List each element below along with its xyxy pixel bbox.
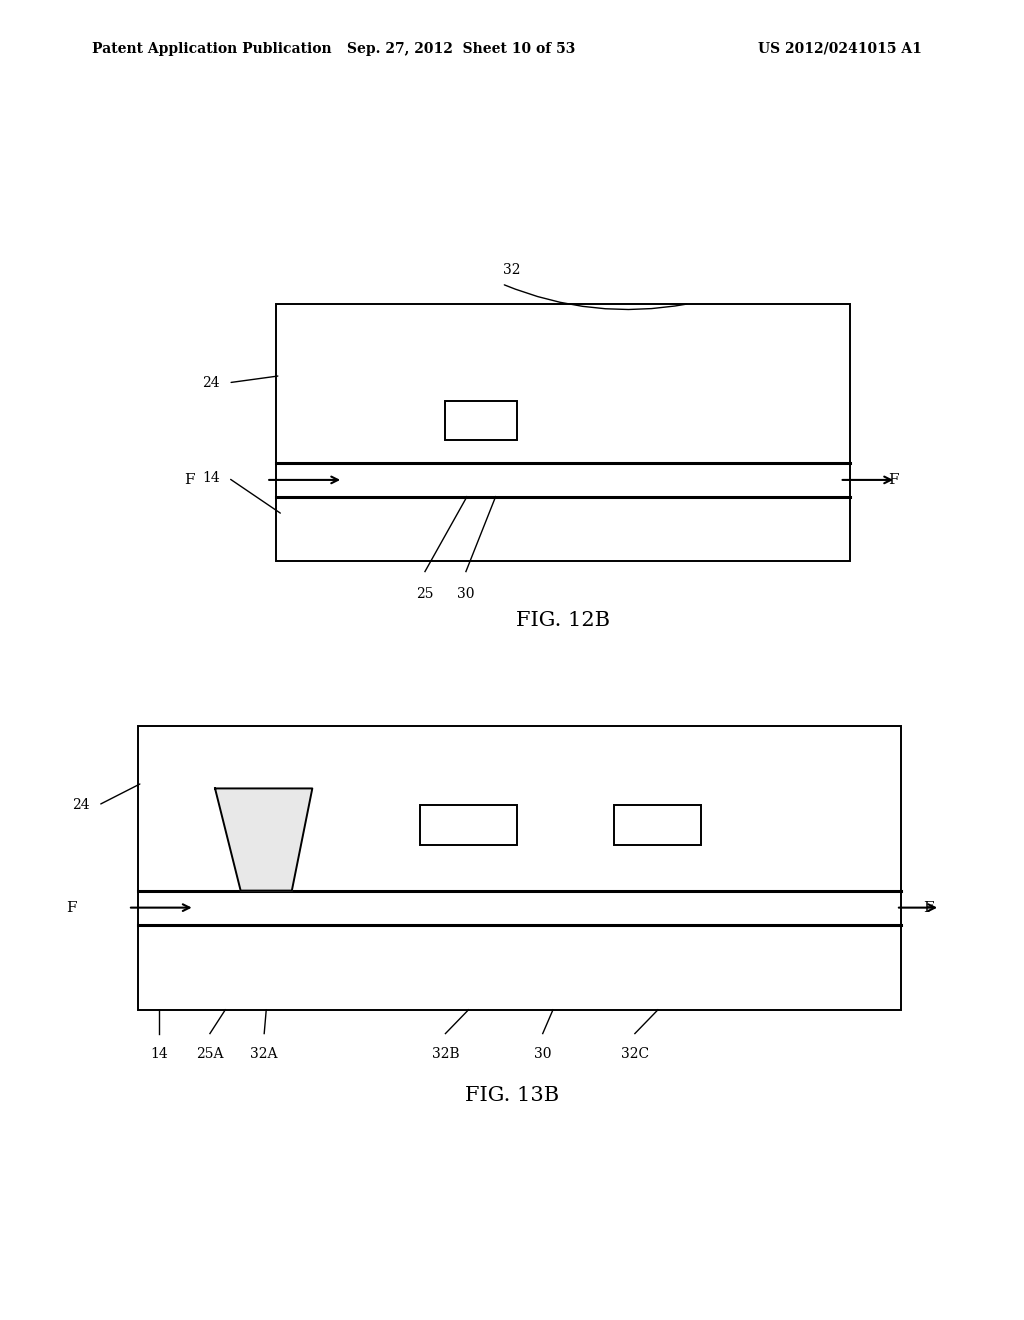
- Text: F: F: [924, 900, 934, 915]
- Bar: [276, 304, 850, 561]
- Bar: [420, 805, 517, 845]
- Polygon shape: [215, 788, 312, 891]
- Bar: [138, 726, 901, 1010]
- Text: 24: 24: [203, 376, 220, 389]
- Text: 30: 30: [457, 587, 475, 602]
- Text: 30: 30: [534, 1047, 552, 1061]
- Text: 14: 14: [203, 471, 220, 484]
- Text: Sep. 27, 2012  Sheet 10 of 53: Sep. 27, 2012 Sheet 10 of 53: [346, 42, 575, 55]
- Text: FIG. 13B: FIG. 13B: [465, 1086, 559, 1105]
- Text: F: F: [888, 473, 898, 487]
- Text: 24: 24: [73, 799, 90, 812]
- Text: F: F: [184, 473, 195, 487]
- Text: 32C: 32C: [621, 1047, 649, 1061]
- Text: F: F: [67, 900, 77, 915]
- Text: Patent Application Publication: Patent Application Publication: [92, 42, 332, 55]
- Text: 25A: 25A: [197, 1047, 223, 1061]
- Text: 32B: 32B: [432, 1047, 459, 1061]
- Text: US 2012/0241015 A1: US 2012/0241015 A1: [758, 42, 922, 55]
- Text: 14: 14: [150, 1047, 168, 1061]
- Text: 32: 32: [503, 263, 521, 277]
- Text: FIG. 12B: FIG. 12B: [516, 611, 610, 630]
- Text: 32A: 32A: [251, 1047, 278, 1061]
- Text: 25: 25: [416, 587, 434, 602]
- Bar: [614, 805, 701, 845]
- Bar: [445, 401, 517, 440]
